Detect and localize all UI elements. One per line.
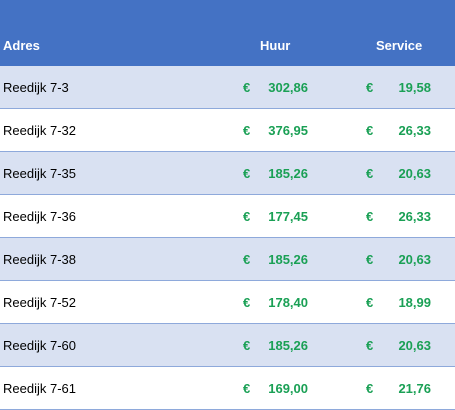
cell-service[interactable]: 20,63 bbox=[398, 252, 431, 267]
huur-currency-symbol: € bbox=[243, 381, 251, 396]
header-adres[interactable]: Adres bbox=[3, 38, 40, 53]
huur-currency-symbol: € bbox=[243, 166, 251, 181]
service-currency-symbol: € bbox=[366, 252, 374, 267]
cell-adres[interactable]: Reedijk 7-3 bbox=[3, 80, 69, 95]
table-row: Reedijk 7-35 € 185,26 € 20,63 bbox=[0, 152, 455, 195]
header-service[interactable]: Service bbox=[376, 38, 423, 53]
huur-currency-symbol: € bbox=[243, 252, 251, 267]
table-row: Reedijk 7-61 € 169,00 € 21,76 bbox=[0, 367, 455, 410]
table-row: Reedijk 7-60 € 185,26 € 20,63 bbox=[0, 324, 455, 367]
table-header: Adres Huur Service bbox=[0, 0, 455, 66]
cell-huur[interactable]: 185,26 bbox=[268, 252, 308, 267]
table-row: Reedijk 7-36 € 177,45 € 26,33 bbox=[0, 195, 455, 238]
table-row: Reedijk 7-3 € 302,86 € 19,58 bbox=[0, 66, 455, 109]
cell-adres[interactable]: Reedijk 7-32 bbox=[3, 123, 76, 138]
cell-service[interactable]: 26,33 bbox=[398, 209, 431, 224]
service-currency-symbol: € bbox=[366, 123, 374, 138]
cell-huur[interactable]: 376,95 bbox=[268, 123, 308, 138]
cell-adres[interactable]: Reedijk 7-36 bbox=[3, 209, 76, 224]
service-currency-symbol: € bbox=[366, 381, 374, 396]
service-currency-symbol: € bbox=[366, 295, 374, 310]
cell-service[interactable]: 20,63 bbox=[398, 338, 431, 353]
cell-huur[interactable]: 302,86 bbox=[268, 80, 308, 95]
huur-currency-symbol: € bbox=[243, 80, 251, 95]
table-row: Reedijk 7-32 € 376,95 € 26,33 bbox=[0, 109, 455, 152]
cell-huur[interactable]: 185,26 bbox=[268, 338, 308, 353]
service-currency-symbol: € bbox=[366, 209, 374, 224]
cell-huur[interactable]: 169,00 bbox=[268, 381, 308, 396]
huur-currency-symbol: € bbox=[243, 123, 251, 138]
cell-huur[interactable]: 178,40 bbox=[268, 295, 308, 310]
cell-adres[interactable]: Reedijk 7-38 bbox=[3, 252, 76, 267]
cell-adres[interactable]: Reedijk 7-52 bbox=[3, 295, 76, 310]
cell-huur[interactable]: 185,26 bbox=[268, 166, 308, 181]
huur-currency-symbol: € bbox=[243, 338, 251, 353]
huur-currency-symbol: € bbox=[243, 295, 251, 310]
cell-service[interactable]: 18,99 bbox=[398, 295, 431, 310]
table-row: Reedijk 7-52 € 178,40 € 18,99 bbox=[0, 281, 455, 324]
cell-adres[interactable]: Reedijk 7-60 bbox=[3, 338, 76, 353]
cell-service[interactable]: 19,58 bbox=[398, 80, 431, 95]
cell-service[interactable]: 21,76 bbox=[398, 381, 431, 396]
service-currency-symbol: € bbox=[366, 80, 374, 95]
huur-currency-symbol: € bbox=[243, 209, 251, 224]
table-row: Reedijk 7-38 € 185,26 € 20,63 bbox=[0, 238, 455, 281]
service-currency-symbol: € bbox=[366, 166, 374, 181]
cell-huur[interactable]: 177,45 bbox=[268, 209, 308, 224]
cell-adres[interactable]: Reedijk 7-61 bbox=[3, 381, 76, 396]
cell-adres[interactable]: Reedijk 7-35 bbox=[3, 166, 76, 181]
service-currency-symbol: € bbox=[366, 338, 374, 353]
cell-service[interactable]: 20,63 bbox=[398, 166, 431, 181]
cell-service[interactable]: 26,33 bbox=[398, 123, 431, 138]
header-huur[interactable]: Huur bbox=[260, 38, 291, 53]
